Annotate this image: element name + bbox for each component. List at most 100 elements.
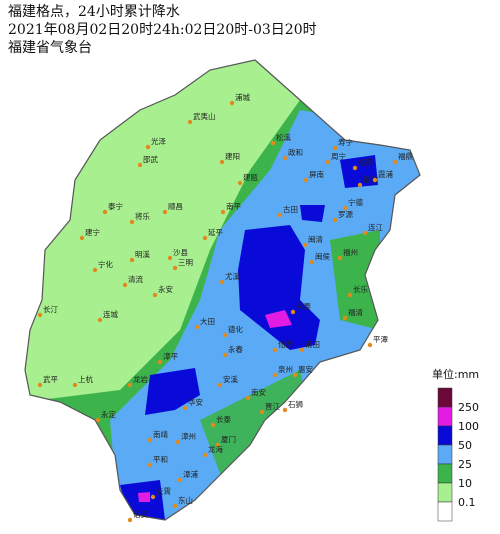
city-label: 建阳 <box>225 151 240 161</box>
city-dot <box>147 462 153 468</box>
legend-label: 250 <box>458 401 479 414</box>
city-label: 延平 <box>208 227 223 237</box>
city-dot <box>97 317 103 323</box>
city-dot <box>127 382 133 388</box>
city-label: 将乐 <box>135 211 150 221</box>
city-label: 龙海 <box>208 444 223 454</box>
city-dot <box>222 352 228 358</box>
city-label: 龙岩 <box>133 374 148 384</box>
city-label: 长乐 <box>353 284 368 294</box>
city-label: 屏南 <box>309 169 324 179</box>
city-dot <box>303 177 309 183</box>
city-dot <box>299 347 305 353</box>
city-label: 闽清 <box>308 234 323 244</box>
city-label: 寿宁 <box>338 137 353 147</box>
city-label: 浦城 <box>235 92 250 102</box>
legend-label: 50 <box>458 439 472 452</box>
city-dot <box>122 282 128 288</box>
city-label: 漳州 <box>181 431 196 441</box>
city-label: 宁化 <box>98 259 113 269</box>
city-label: 永安 <box>158 284 173 294</box>
city-dot <box>372 177 378 183</box>
city-dot <box>157 359 163 365</box>
city-label: 平潭 <box>373 335 388 344</box>
city-dot <box>332 217 338 223</box>
city-label: 石狮 <box>288 400 303 409</box>
city-dot <box>129 219 135 225</box>
city-dot <box>229 100 235 106</box>
city-dot <box>147 437 153 443</box>
city-dot <box>137 162 143 168</box>
city-dot <box>282 407 288 413</box>
city-label: 晋江 <box>265 402 280 411</box>
city-dot <box>272 372 278 378</box>
city-dot <box>167 255 173 261</box>
city-label: 长泰 <box>216 414 231 424</box>
city-dot <box>72 382 78 388</box>
city-dot <box>175 439 181 445</box>
subtitle: 2021年08月02日20时24h:02日20时-03日20时 <box>8 22 317 38</box>
city-label: 厦门 <box>221 435 236 444</box>
legend-label: 100 <box>458 420 479 433</box>
city-label: 永泰 <box>296 301 311 311</box>
city-dot <box>342 205 348 211</box>
city-label: 莆田 <box>305 339 320 349</box>
legend-swatch <box>437 463 453 484</box>
city-label: 德化 <box>228 324 243 334</box>
city-label: 顺昌 <box>168 202 183 211</box>
city-label: 明溪 <box>135 249 150 259</box>
city-label: 福州 <box>343 248 358 257</box>
city-dot <box>210 422 216 428</box>
city-label: 漳平 <box>163 351 178 361</box>
city-label: 周宁 <box>331 151 346 161</box>
city-label: 霞浦 <box>378 169 393 179</box>
city-dot <box>177 477 183 483</box>
city-dot <box>194 324 200 330</box>
city-label: 泉州 <box>278 364 293 374</box>
city-label: 惠安 <box>298 364 313 374</box>
city-dot <box>79 235 85 241</box>
city-label: 闽侯 <box>315 252 330 261</box>
city-dot <box>219 279 225 285</box>
city-label: 泰宁 <box>108 201 123 211</box>
city-label: 沙县 <box>173 248 188 257</box>
city-dot <box>162 209 168 215</box>
city-label: 武平 <box>43 374 58 384</box>
city-dot <box>332 145 338 151</box>
city-dot <box>325 159 331 165</box>
city-dot <box>277 212 283 218</box>
city-dot <box>37 382 43 388</box>
city-dot <box>270 140 276 146</box>
city-label: 松溪 <box>276 132 291 142</box>
title: 福建格点，24小时累计降水 <box>8 4 180 20</box>
city-label: 永定 <box>101 409 116 419</box>
city-label: 云霄 <box>156 487 171 496</box>
city-label: 福鼎 <box>398 152 413 161</box>
city-dot <box>95 417 101 423</box>
city-label: 平和 <box>153 455 168 464</box>
city-label: 宁德 <box>348 197 363 207</box>
city-label: 东山 <box>178 495 193 505</box>
city-label: 尤溪 <box>225 271 240 281</box>
city-label: 南安 <box>251 387 266 397</box>
legend-swatch <box>437 444 453 465</box>
city-label: 大田 <box>200 316 215 326</box>
city-dot <box>202 235 208 241</box>
city-dot <box>290 309 296 315</box>
legend-swatch <box>437 406 453 427</box>
city-dot <box>222 332 228 338</box>
city-label: 邵武 <box>143 154 158 164</box>
city-dot <box>367 342 373 348</box>
city-dot <box>172 503 178 509</box>
city-dot <box>362 230 368 236</box>
legend-swatch <box>437 425 453 446</box>
legend-unit: 单位:mm <box>432 367 479 381</box>
city-dot <box>272 347 278 353</box>
city-label: 罗源 <box>338 210 353 219</box>
city-dot <box>127 517 133 523</box>
city-label: 清流 <box>128 274 143 284</box>
city-dot <box>245 395 251 401</box>
legend-swatch <box>437 387 453 408</box>
